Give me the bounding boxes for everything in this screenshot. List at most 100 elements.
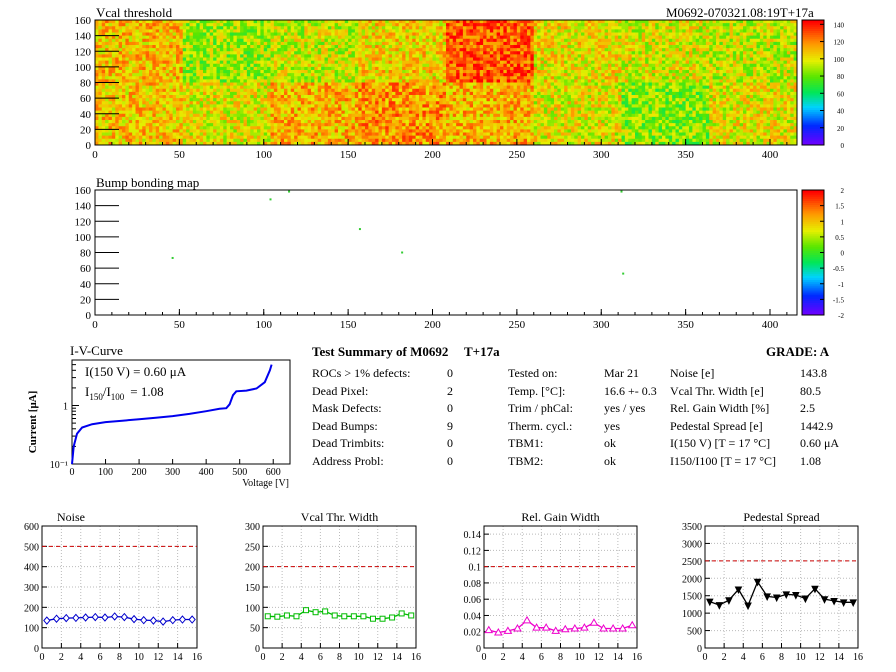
vcal-cell — [219, 79, 224, 83]
vcal-cell — [300, 38, 305, 43]
vcal-cell — [405, 70, 410, 74]
vcal-cell — [682, 32, 687, 37]
vcal-cell — [459, 41, 464, 46]
vcal-cell — [695, 70, 700, 74]
vcal-cell — [118, 66, 123, 71]
vcal-cell — [149, 41, 153, 46]
vcal-cell — [567, 60, 572, 65]
vcal-cell — [473, 48, 477, 52]
vcal-cell — [776, 82, 781, 87]
vcal-cell — [155, 88, 160, 93]
vcal-cell — [682, 70, 687, 74]
vcal-cell — [631, 88, 636, 93]
vcal-cell — [500, 85, 504, 90]
vcal-cell — [624, 85, 629, 90]
vcal-cell — [739, 88, 744, 93]
vcal-cell — [101, 41, 106, 46]
vcal-cell — [267, 63, 271, 68]
vcal-cell — [338, 57, 342, 62]
vcal-cell — [216, 91, 221, 96]
vcal-cell — [705, 41, 710, 46]
vcal-cell — [287, 70, 292, 74]
vcal-cell — [483, 73, 487, 77]
vcal-cell — [648, 63, 653, 68]
vcal-cell — [655, 79, 660, 83]
vcal-cell — [297, 57, 302, 62]
vcal-cell — [736, 60, 741, 65]
vcal-cell — [523, 26, 528, 30]
vcal-cell — [577, 51, 582, 55]
vcal-cell — [766, 82, 771, 87]
vcal-cell — [412, 73, 417, 77]
vcal-cell — [317, 66, 322, 71]
vcal-cell — [604, 26, 609, 30]
vcal-cell — [574, 26, 579, 30]
vcal-cell — [574, 38, 579, 43]
vcal-cell — [223, 51, 228, 55]
vcal-cell — [446, 23, 450, 27]
vcal-cell — [547, 38, 552, 43]
vcal-cell — [527, 60, 531, 65]
vcal-cell — [149, 20, 153, 24]
vcal-cell — [584, 70, 589, 74]
vcal-cell — [662, 82, 666, 87]
vcal-cell — [483, 66, 487, 71]
vcal-cell — [776, 45, 781, 49]
vcal-cell — [395, 20, 400, 24]
vcal-cell — [429, 38, 433, 43]
vcal-cell — [341, 63, 346, 68]
vcal-cell — [321, 63, 325, 68]
vcal-cell — [213, 32, 217, 37]
vcal-cell — [601, 29, 606, 33]
vcal-cell — [584, 45, 589, 49]
vcal-cell — [300, 45, 305, 49]
vcal-cell — [459, 60, 464, 65]
vcal-cell — [435, 38, 440, 43]
vcal-cell — [776, 41, 781, 46]
vcal-cell — [169, 35, 174, 40]
vcal-cell — [149, 85, 153, 90]
vcal-cell — [257, 38, 261, 43]
vcal-cell — [658, 76, 663, 80]
vcal-cell — [543, 23, 548, 27]
vcal-cell — [213, 48, 217, 52]
vcal-cell — [273, 70, 278, 74]
vcal-cell — [513, 41, 518, 46]
vcal-cell — [294, 60, 298, 65]
vcal-cell — [594, 57, 599, 62]
vcal-cell — [753, 23, 757, 27]
vcal-cell — [169, 29, 174, 33]
vcal-cell — [479, 82, 484, 87]
vcal-cell — [236, 88, 241, 93]
vcal-cell — [327, 73, 332, 77]
vcal-cell — [95, 54, 99, 58]
vcal-cell — [189, 26, 194, 30]
vcal-cell — [405, 26, 410, 30]
vcal-cell — [614, 91, 619, 96]
vcal-cell — [577, 45, 582, 49]
vcal-cell — [408, 51, 413, 55]
vcal-cell — [564, 51, 568, 55]
vcal-cell — [155, 82, 160, 87]
vcal-cell — [678, 54, 683, 58]
vcal-cell — [368, 41, 373, 46]
vcal-cell — [628, 32, 633, 37]
vcal-cell — [219, 48, 224, 52]
vcal-cell — [138, 32, 143, 37]
vcal-cell — [726, 66, 730, 71]
vcal-cell — [243, 57, 248, 62]
vcal-cell — [203, 85, 207, 90]
vcal-cell — [722, 20, 727, 24]
vcal-cell — [351, 51, 356, 55]
vcal-cell — [641, 26, 646, 30]
vcal-cell — [543, 85, 548, 90]
vcal-cell — [162, 85, 167, 90]
vcal-cell — [537, 23, 541, 27]
vcal-cell — [702, 60, 707, 65]
vcal-cell — [257, 45, 261, 49]
vcal-cell — [341, 38, 346, 43]
vcal-cell — [402, 41, 406, 46]
vcal-cell — [675, 73, 680, 77]
vcal-cell — [469, 45, 474, 49]
vcal-cell — [182, 45, 187, 49]
